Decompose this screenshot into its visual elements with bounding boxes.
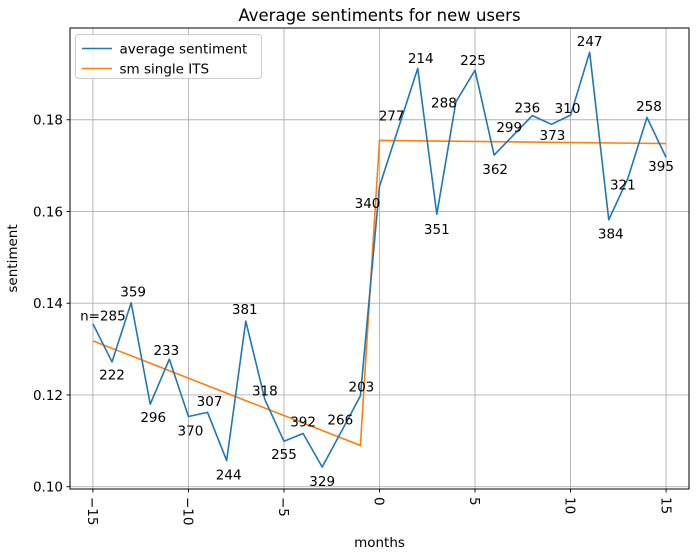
point-label: 233 [153,343,179,359]
y-axis-label: sentiment [5,224,21,292]
point-label: 244 [216,467,242,483]
point-label: 307 [197,394,223,410]
point-label: n=285 [80,309,126,325]
point-label: 321 [610,177,636,193]
y-tick-label: 0.10 [33,480,63,496]
point-label: 381 [232,302,258,318]
point-label: 370 [178,423,204,439]
point-label: 362 [482,162,508,178]
x-axis-label: months [354,535,405,551]
point-label: 296 [140,410,166,426]
legend: average sentiment sm single ITS [75,34,262,79]
point-label: 392 [290,414,316,430]
x-tick-label: −15 [84,497,100,526]
x-tick-label: 15 [657,497,673,514]
point-label: 373 [540,128,566,144]
x-tick-label: 5 [466,497,482,506]
point-label: 395 [648,159,674,175]
point-label: 225 [460,53,486,69]
point-label: 384 [598,227,624,243]
point-label: 266 [327,412,353,428]
point-label: 340 [355,196,381,212]
x-tick-label: 10 [562,497,578,514]
point-label: 255 [271,447,297,463]
point-label: 351 [424,222,450,238]
point-label: 258 [636,99,662,115]
series-average-sentiment-line [92,51,667,468]
y-tick-label: 0.14 [33,296,63,312]
point-label: 288 [431,96,457,112]
point-label: 329 [309,474,335,490]
y-tick-label: 0.16 [33,204,63,220]
point-label: 236 [514,100,540,116]
x-tick-label: −10 [180,497,196,526]
point-label: 203 [349,380,375,396]
legend-box [75,34,262,79]
point-label: 318 [252,383,278,399]
legend-label-sm-single-its: sm single ITS [120,61,210,77]
point-label: 222 [99,368,125,384]
x-tick-label: 0 [371,497,387,506]
point-label: 310 [555,101,581,117]
point-label: 277 [379,108,405,124]
point-label: 359 [120,285,146,301]
chart-title: Average sentiments for new users [238,6,520,25]
x-tick-label: −5 [275,497,291,517]
point-label: 299 [496,120,522,136]
point-label: 247 [577,34,603,50]
y-tick-label: 0.12 [33,388,63,404]
legend-label-average-sentiment: average sentiment [120,41,248,57]
y-tick-label: 0.18 [33,113,63,129]
point-label: 214 [408,51,434,67]
